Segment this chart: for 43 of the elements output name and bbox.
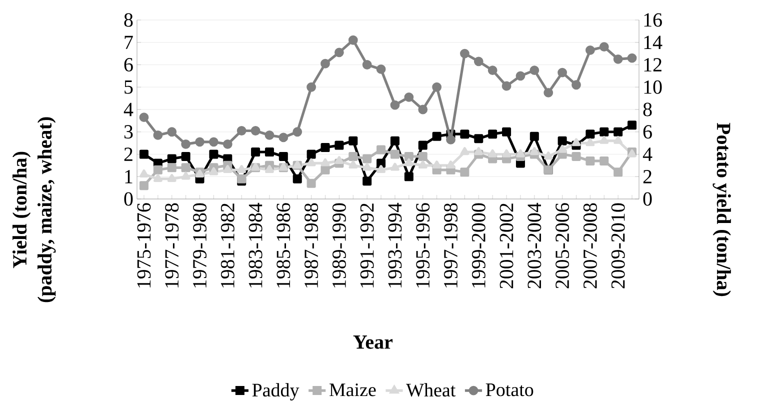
x-tick-label: 1991-1992 — [360, 204, 374, 288]
y-tick-label: 0 — [124, 192, 133, 206]
y2-tick-label: 16 — [644, 13, 662, 27]
x-tick-label: 1983-1984 — [248, 202, 262, 288]
x-tick-label: 1997-1998 — [444, 203, 458, 288]
y2-tick-label: 14 — [644, 36, 662, 49]
x-tick-label: 2001-2002 — [500, 204, 514, 288]
x-tick-label: 1979-1980 — [193, 203, 206, 288]
legend-label: Paddy — [252, 383, 300, 400]
y2-tick-label: 6 — [643, 125, 652, 139]
y2-tick-label: 8 — [643, 102, 652, 116]
y2-axis-title: Potato yield (ton/ha) — [712, 122, 731, 296]
y-tick-label: 3 — [124, 125, 133, 139]
x-tick-label: 2003-2004 — [528, 202, 542, 288]
x-tick-label: 1977-1978 — [165, 203, 179, 288]
y2-tick-label: 4 — [642, 148, 652, 161]
legend-label: Potato — [486, 384, 534, 396]
x-tick-label: 1989-1990 — [332, 203, 346, 288]
y-tick-label: 6 — [124, 58, 133, 72]
legend-label: Maize — [329, 383, 376, 396]
y2-tick-label: 0 — [643, 192, 652, 206]
x-tick-label: 1993-1994 — [388, 202, 402, 288]
x-tick-label: 1985-1986 — [276, 203, 290, 288]
y-tick-label: 5 — [124, 80, 133, 94]
y-tick-label: 4 — [124, 102, 134, 116]
x-tick-label: 2005-2006 — [556, 203, 570, 288]
x-tick-label: 1999-2000 — [472, 203, 486, 288]
legend-label: Wheat — [406, 383, 456, 397]
x-tick-label: 1995-1996 — [416, 203, 430, 288]
y2-tick-label: 12 — [644, 58, 662, 72]
y-tick-label: 8 — [124, 13, 133, 27]
x-tick-label: 2007-2008 — [583, 203, 597, 288]
x-tick-label: 1987-1988 — [304, 203, 318, 288]
x-tick-label: 1975-1976 — [137, 203, 151, 288]
x-tick-label: 1981-1982 — [220, 204, 234, 288]
y2-tick-label: 2 — [643, 170, 652, 184]
y2-tick-label: 10 — [644, 80, 662, 94]
x-tick-label: 2009-2010 — [611, 203, 625, 288]
y-tick-label: 1 — [125, 170, 132, 184]
y-tick-label: 7 — [124, 36, 133, 49]
y-tick-label: 2 — [124, 148, 132, 161]
y-axis-title: Yield (ton/ha) (paddy, maize, wheat) — [12, 117, 56, 302]
x-axis-title: Year — [353, 336, 393, 349]
